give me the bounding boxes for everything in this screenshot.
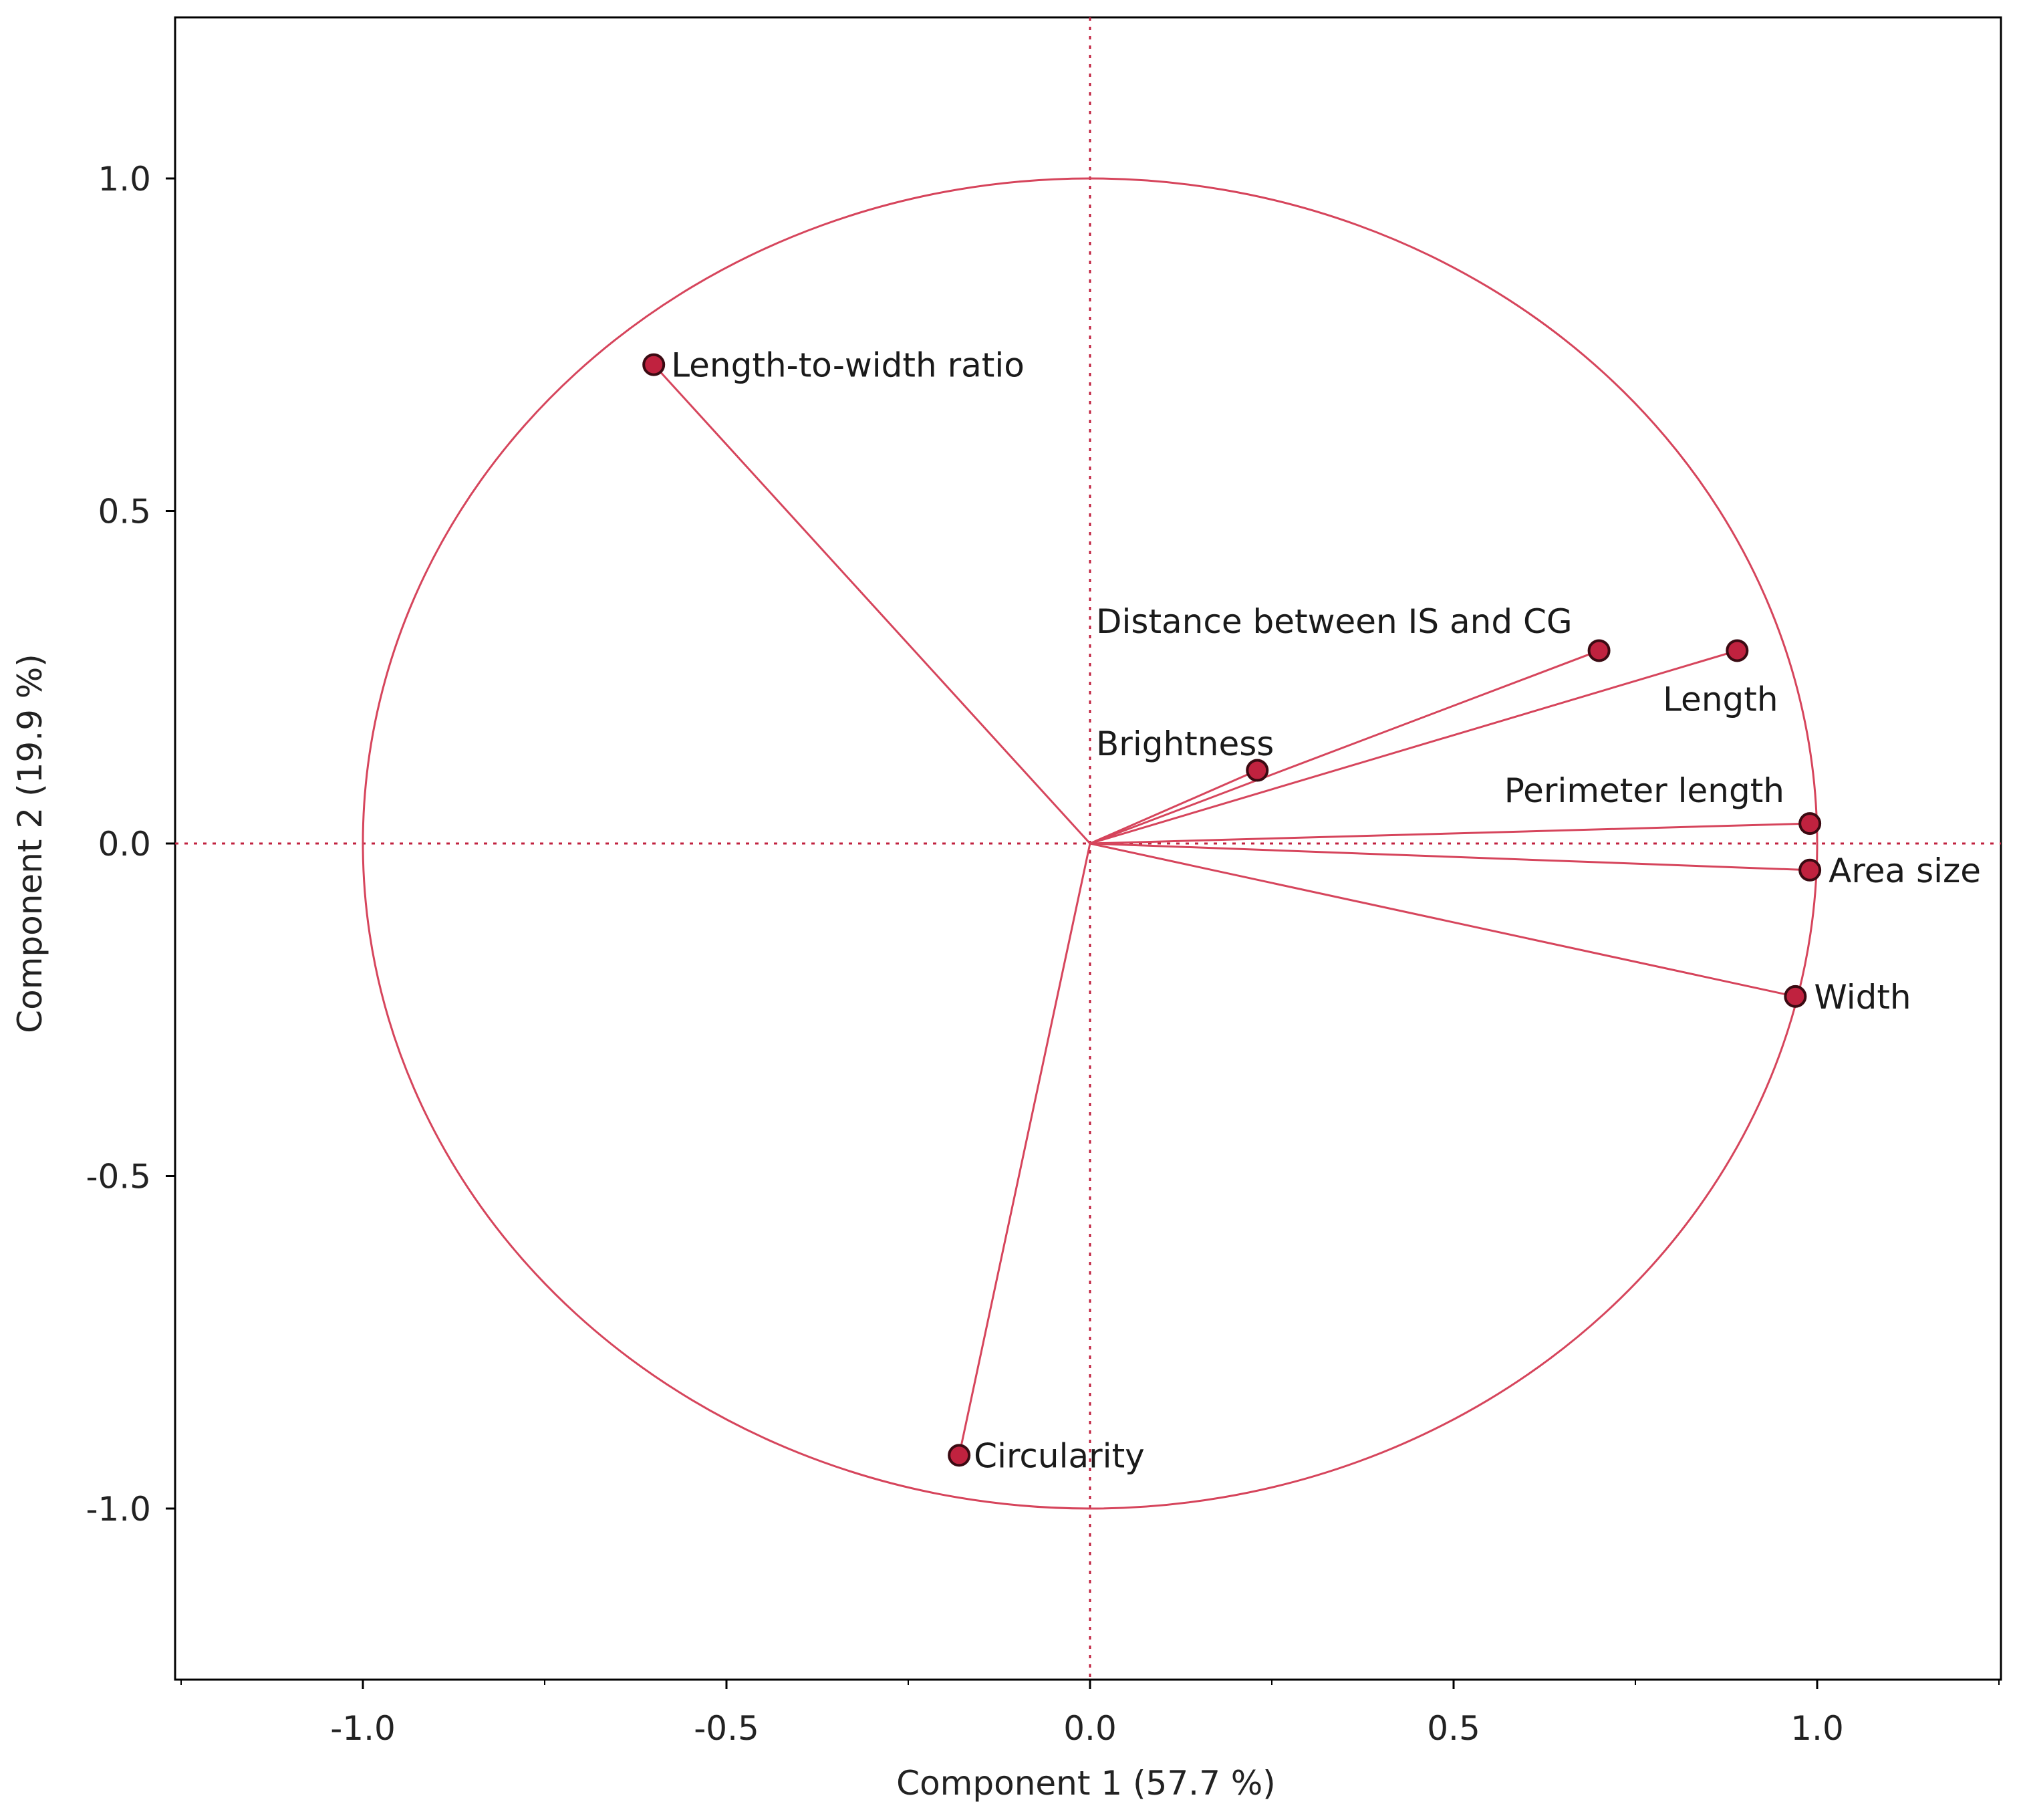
loading-marker-distance-between-is-and-cg (1587, 639, 1611, 662)
loading-vector-length (1089, 650, 1738, 845)
y-tick-label: 0.0 (98, 825, 151, 864)
loading-markers (642, 353, 1822, 1467)
loading-vector-length-to-width-ratio (653, 364, 1091, 845)
y-tick-label: -0.5 (86, 1158, 151, 1196)
loading-label-perimeter-length: Perimeter length (1504, 771, 1784, 810)
x-tick-label: -0.5 (694, 1709, 759, 1748)
loading-marker-circularity (948, 1444, 971, 1467)
loading-marker-length-to-width-ratio (642, 353, 666, 376)
x-axis-ticks: -1.0 -0.5 0.0 0.5 1.0 (330, 1680, 1844, 1748)
loading-label-length-to-width-ratio: Length-to-width ratio (671, 346, 1025, 385)
y-tick-label: 0.5 (98, 493, 151, 531)
loading-label-circularity: Circularity (974, 1436, 1145, 1475)
loading-label-area-size: Area size (1829, 852, 1981, 890)
x-axis-label: Component 1 (57.7 %) (896, 1764, 1276, 1803)
y-axis-label: Component 2 (19.9 %) (11, 654, 49, 1033)
loading-label-distance-between-is-and-cg: Distance between IS and CG (1096, 602, 1573, 641)
loading-vector-width (1089, 842, 1796, 998)
loading-vectors (653, 364, 1810, 1456)
loading-vector-brightness (1089, 769, 1258, 845)
y-tick-label: -1.0 (86, 1490, 151, 1529)
y-tick-label: 1.0 (98, 160, 151, 199)
plot-area-frame (174, 16, 2002, 1681)
loading-vector-distance-between-is-and-cg (1089, 650, 1600, 845)
loading-marker-perimeter-length (1798, 812, 1822, 835)
loading-vector-circularity (958, 843, 1091, 1456)
minor-ticks (180, 1680, 2000, 1685)
loading-marker-length (1726, 639, 1749, 662)
loading-label-brightness: Brightness (1096, 725, 1274, 763)
loading-vector-area-size (1089, 842, 1810, 872)
loading-label-length: Length (1663, 680, 1778, 719)
x-tick-label: 1.0 (1790, 1709, 1844, 1748)
loading-marker-area-size (1798, 858, 1822, 882)
unit-circle (362, 177, 1818, 1510)
y-axis-ticks: -1.0 -0.5 0.0 0.5 1.0 (86, 160, 175, 1529)
loading-label-width: Width (1814, 978, 1911, 1017)
x-tick-label: 0.5 (1427, 1709, 1480, 1748)
loading-vector-perimeter-length (1089, 822, 1810, 845)
loading-marker-width (1784, 985, 1807, 1008)
x-tick-label: 0.0 (1063, 1709, 1117, 1748)
x-tick-label: -1.0 (330, 1709, 396, 1748)
loading-labels: Length-to-width ratio Distance between IS… (671, 346, 1981, 1476)
loading-marker-brightness (1246, 759, 1269, 782)
